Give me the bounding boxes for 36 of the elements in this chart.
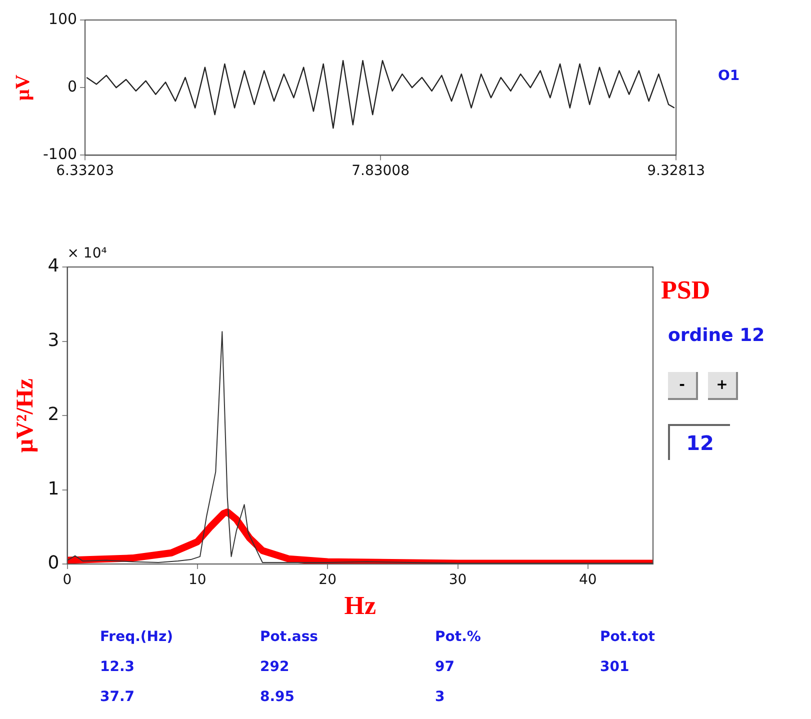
- y-tick-label: 0: [48, 552, 60, 574]
- x-tick-label: 10: [188, 572, 206, 588]
- text: Pot.%: [435, 629, 482, 645]
- number-field: 12: [668, 424, 730, 460]
- text: × 10⁴: [67, 246, 108, 262]
- x-tick-label: 9.32813: [647, 163, 706, 180]
- y-tick-label: 2: [48, 404, 60, 426]
- plus-button: +: [708, 372, 738, 400]
- x-tick-label: 30: [448, 572, 467, 588]
- y-tick-label: 3: [48, 330, 60, 351]
- y-tick-label: 0: [67, 77, 78, 96]
- text: 12.3: [100, 659, 136, 675]
- y-axis-title: μV: [12, 74, 34, 100]
- text: ordine 12: [668, 325, 765, 346]
- x-tick-label: 40: [579, 572, 597, 588]
- chart-title: PSD: [661, 276, 710, 305]
- minus-button: -: [668, 372, 698, 400]
- y-tick-label: -100: [42, 145, 78, 164]
- text: 3: [435, 689, 446, 705]
- y-tick-label: 1: [48, 478, 60, 500]
- text: O1: [718, 68, 740, 84]
- y-tick-label: 100: [48, 10, 78, 28]
- text: 37.7: [100, 689, 136, 705]
- y-axis-title: μV²/Hz: [12, 378, 39, 453]
- x-tick-label: 20: [318, 572, 336, 588]
- text: Pot.tot: [600, 629, 656, 645]
- x-tick-label: 7.83008: [352, 163, 410, 180]
- y-tick-label: 4: [48, 256, 60, 277]
- text: 8.95: [260, 689, 296, 705]
- text: Freq.(Hz): [100, 629, 174, 645]
- text: 292: [260, 659, 290, 675]
- text: 97: [435, 659, 456, 675]
- text: 301: [600, 659, 630, 675]
- x-tick-label: 6.33203: [56, 163, 114, 180]
- x-axis-title: Hz: [344, 591, 376, 620]
- text: Pot.ass: [260, 629, 320, 645]
